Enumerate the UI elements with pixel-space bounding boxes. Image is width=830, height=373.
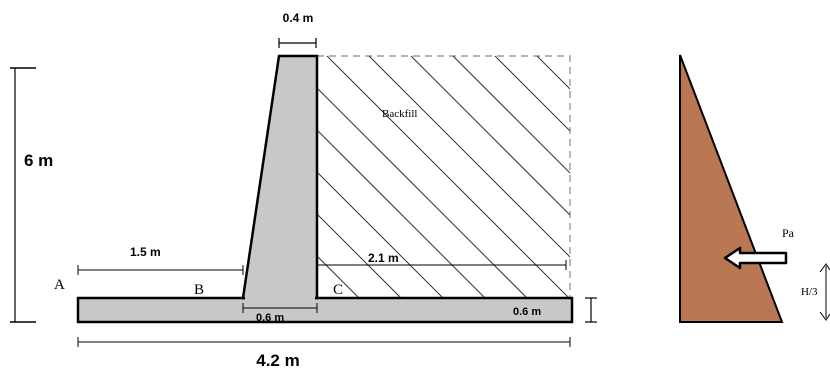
hatch-line — [316, 213, 402, 299]
hatch-line — [536, 55, 571, 90]
hatch-line — [316, 255, 360, 299]
backfill-region: Backfill — [316, 55, 571, 299]
toe-dimension: 1.5 m — [77, 245, 244, 275]
point-a-label: A — [54, 277, 65, 293]
pa-force-arrow — [723, 246, 788, 270]
stem — [241, 54, 319, 300]
pressure-triangle — [679, 54, 784, 323]
h3-arrow-up-icon — [819, 263, 830, 273]
height-dimension: 6 m — [10, 67, 53, 323]
base-width-dimension: 4.2 m — [77, 337, 571, 370]
stem-top-dimension: 0.4 m — [278, 11, 317, 48]
point-b-label: B — [194, 282, 204, 298]
hatch-line — [494, 55, 571, 132]
base-thickness-label: 0.6 m — [513, 306, 541, 318]
hatch-line — [316, 129, 486, 299]
heel-length-label: 2.1 m — [368, 251, 399, 265]
stem-top-width-label: 0.4 m — [283, 11, 314, 25]
hatch-line — [316, 171, 444, 299]
pa-label: Pa — [782, 226, 795, 240]
heel-dimension: 2.1 m — [316, 251, 567, 270]
toe-length-label: 1.5 m — [130, 245, 161, 259]
wall-height-label: 6 m — [24, 151, 53, 170]
hatch-line — [410, 55, 571, 216]
hatch-line — [452, 55, 571, 174]
hatch-line — [368, 55, 571, 258]
backfill-hatching — [316, 55, 571, 299]
stem-base-dimension: 0.6 m — [242, 303, 318, 324]
stem-base-width-label: 0.6 m — [256, 312, 284, 324]
h3-arrow-down-icon — [819, 311, 830, 321]
backfill-dashed-outline — [317, 55, 571, 298]
base-thickness-dimension: 0.6 m — [513, 297, 597, 323]
point-c-label: C — [333, 282, 343, 298]
hatch-line — [316, 87, 528, 299]
base-slab — [76, 296, 574, 324]
hatch-line — [326, 55, 570, 299]
h3-label: H/3 — [801, 286, 818, 298]
backfill-label: Backfill — [382, 108, 417, 120]
pressure-diagram: Pa H/3 — [679, 54, 830, 323]
retaining-wall — [76, 54, 574, 324]
base-width-label: 4.2 m — [256, 351, 299, 370]
